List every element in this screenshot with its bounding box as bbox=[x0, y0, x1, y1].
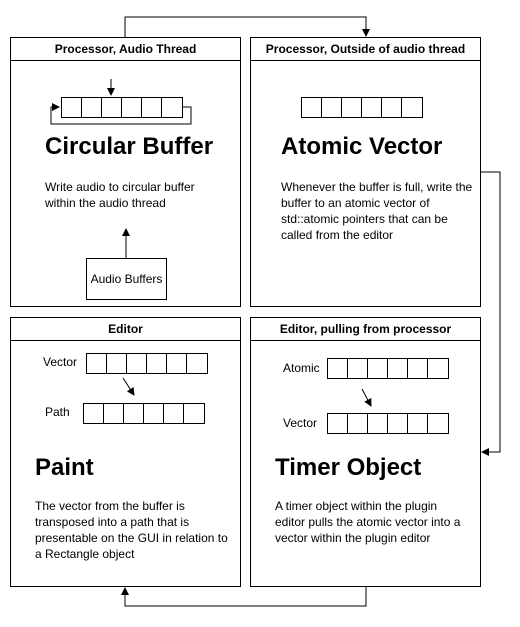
panel-title: Atomic Vector bbox=[281, 133, 442, 161]
vector-label: Vector bbox=[283, 416, 317, 430]
flow-arrow-atomic-to-timer bbox=[480, 172, 500, 452]
panel-title: Paint bbox=[35, 454, 94, 482]
flow-arrow-audio-to-atomic bbox=[125, 17, 366, 37]
vector-cells bbox=[327, 413, 449, 434]
panel-description: Whenever the buffer is full, write the b… bbox=[281, 179, 481, 243]
flow-arrow-timer-to-editor bbox=[125, 586, 366, 606]
panel-title: Circular Buffer bbox=[45, 133, 213, 161]
panel-description: Write audio to circular buffer within th… bbox=[45, 179, 225, 211]
path-label: Path bbox=[45, 405, 70, 419]
panel-outside-audio-thread: Processor, Outside of audio thread Atomi… bbox=[250, 37, 481, 307]
audio-buffers-box: Audio Buffers bbox=[86, 258, 167, 300]
panel-audio-thread: Processor, Audio Thread Circular Buffer … bbox=[10, 37, 241, 307]
panel-title: Timer Object bbox=[275, 454, 421, 482]
panel-header: Processor, Outside of audio thread bbox=[251, 38, 480, 61]
panel-description: The vector from the buffer is transposed… bbox=[35, 498, 230, 562]
panel-timer-object: Editor, pulling from processor Atomic Ve… bbox=[250, 317, 481, 587]
atomic-cells bbox=[327, 358, 449, 379]
path-cells bbox=[83, 403, 205, 424]
atomic-label: Atomic bbox=[283, 361, 320, 375]
panel-description: A timer object within the plugin editor … bbox=[275, 498, 470, 546]
vector-label: Vector bbox=[43, 355, 77, 369]
circular-buffer-cells bbox=[61, 97, 183, 118]
transpose-arrow bbox=[123, 378, 134, 395]
pull-arrow bbox=[362, 389, 371, 406]
atomic-vector-cells bbox=[301, 97, 423, 118]
vector-cells bbox=[86, 353, 208, 374]
panel-editor: Editor Vector Path Paint The vector from… bbox=[10, 317, 241, 587]
